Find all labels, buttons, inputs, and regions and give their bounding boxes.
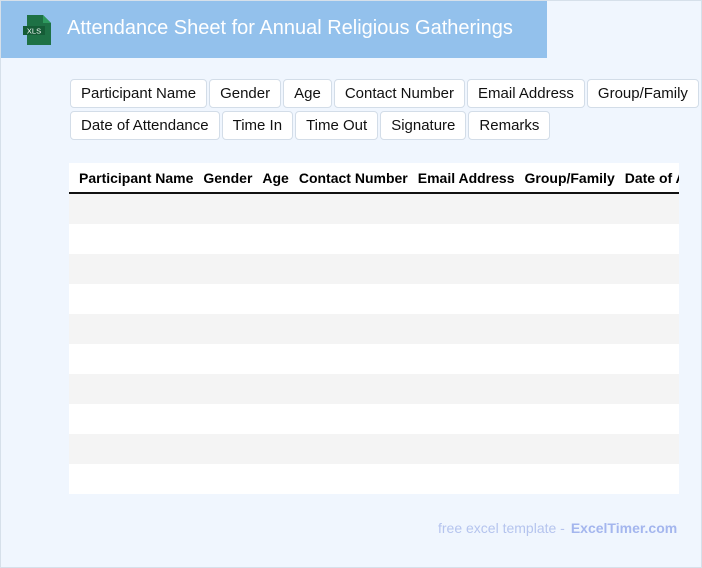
field-chip[interactable]: Participant Name <box>70 79 208 108</box>
table-row[interactable] <box>69 434 679 464</box>
page-title: Attendance Sheet for Annual Religious Ga… <box>67 17 513 39</box>
field-chip[interactable]: Email Address <box>467 79 585 108</box>
field-chip[interactable]: Group/Family <box>586 79 699 108</box>
footer-text: free excel template - <box>438 520 565 536</box>
field-chip[interactable]: Time In <box>221 111 294 140</box>
table-row[interactable] <box>69 254 679 284</box>
table-row[interactable] <box>69 374 679 404</box>
column-header: Gender <box>203 169 253 186</box>
column-header: Participant Name <box>79 169 194 186</box>
footer-brand-link[interactable]: ExcelTimer.com <box>570 520 678 536</box>
field-chip[interactable]: Remarks <box>468 111 551 140</box>
table-row[interactable] <box>69 284 679 314</box>
table-header: Participant Name Gender Age Contact Number E… <box>69 163 679 194</box>
header-banner: XLS Attendance Sheet for Annual Religiou… <box>1 1 547 58</box>
table-row[interactable] <box>69 404 679 434</box>
attendance-table: Participant Name Gender Age Contact Number E… <box>69 163 679 494</box>
table-row[interactable] <box>69 344 679 374</box>
column-header: Age <box>262 169 289 186</box>
footer: free excel template - ExcelTimer.com <box>438 520 677 536</box>
field-chip[interactable]: Age <box>283 79 332 108</box>
column-header: Email Address <box>417 169 515 186</box>
table-row[interactable] <box>69 464 679 494</box>
field-chip[interactable]: Contact Number <box>333 79 466 108</box>
field-chip[interactable]: Date of Attendance <box>70 111 220 140</box>
field-chip-list: Participant Name Gender Age Contact Number E… <box>70 79 702 140</box>
table-body <box>69 194 679 494</box>
field-chip[interactable]: Time Out <box>295 111 379 140</box>
column-header: Date of Attendance <box>624 169 679 186</box>
column-header: Contact Number <box>298 169 408 186</box>
field-chip[interactable]: Gender <box>209 79 282 108</box>
svg-text:XLS: XLS <box>27 27 41 36</box>
table-row[interactable] <box>69 194 679 224</box>
table-row[interactable] <box>69 314 679 344</box>
column-header: Group/Family <box>524 169 615 186</box>
field-chip[interactable]: Signature <box>380 111 467 140</box>
table-row[interactable] <box>69 224 679 254</box>
excel-file-icon: XLS <box>23 15 51 45</box>
